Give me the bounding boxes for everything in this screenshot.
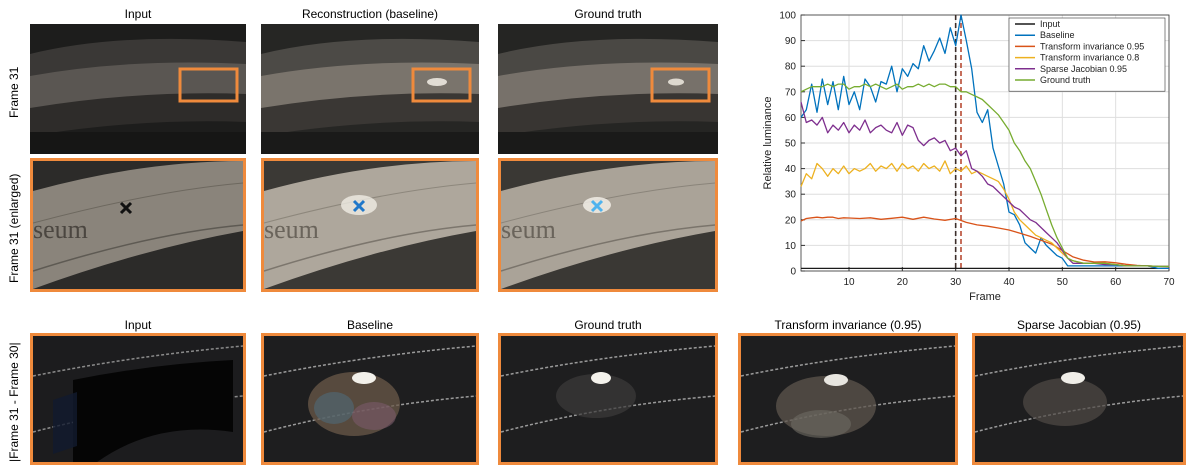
frame-31-input-image bbox=[30, 24, 246, 154]
y-tick-label: 80 bbox=[785, 62, 797, 73]
legend-entry: Baseline bbox=[1040, 30, 1075, 40]
frame-31-enlarged-baseline: seum bbox=[261, 158, 479, 292]
y-tick-label: 20 bbox=[785, 215, 797, 226]
luminance-chart: 0 10 20 30 40 50 60 70 80 90 100 10 20 30 40 50 60 70 Fram… bbox=[750, 2, 1186, 307]
bottom-title-transform-invariance: Transform invariance (0.95) bbox=[774, 318, 922, 332]
frame-31-ground-truth-image bbox=[498, 24, 718, 154]
sample-marker-input bbox=[119, 201, 133, 215]
top-title-input: Input bbox=[124, 7, 152, 21]
facade-lettering: seum bbox=[501, 215, 556, 244]
diff-sparse-jacobian-image bbox=[972, 333, 1186, 465]
y-tick-label: 90 bbox=[785, 36, 797, 47]
bottom-title-ground-truth: Ground truth bbox=[574, 318, 642, 332]
legend-box bbox=[1008, 17, 1166, 92]
series-line bbox=[800, 14, 1169, 270]
y-tick-label: 50 bbox=[785, 139, 797, 150]
row-label-frame-31: Frame 31 bbox=[7, 66, 21, 118]
y-tick-label: 0 bbox=[790, 267, 796, 278]
row-label-frame-31-enlarged: Frame 31 (enlarged) bbox=[7, 173, 21, 283]
diff-input-image bbox=[30, 333, 246, 465]
frame-31-enlarged-ground-truth: seum bbox=[498, 158, 718, 292]
bottom-title-sparse-jacobian: Sparse Jacobian (0.95) bbox=[1016, 318, 1142, 332]
x-tick-label: 20 bbox=[897, 277, 909, 288]
sample-marker-ground-truth bbox=[590, 199, 604, 213]
frame-31-baseline-image bbox=[261, 24, 479, 154]
top-title-baseline: Reconstruction (baseline) bbox=[301, 7, 439, 21]
series-line bbox=[800, 83, 1169, 268]
y-tick-label: 70 bbox=[785, 87, 797, 98]
row-label-frame-difference: |Frame 31 - Frame 30| bbox=[7, 342, 21, 462]
series-line bbox=[800, 216, 1170, 268]
legend-entry: Ground truth bbox=[1040, 75, 1091, 85]
bottom-title-input: Input bbox=[124, 318, 152, 332]
diff-baseline-image bbox=[261, 333, 479, 465]
frame-31-enlarged-input: seum bbox=[30, 158, 246, 292]
x-tick-label: 10 bbox=[843, 277, 855, 288]
bottom-title-baseline: Baseline bbox=[346, 318, 394, 332]
top-title-ground-truth: Ground truth bbox=[574, 7, 642, 21]
legend-entry: Input bbox=[1040, 19, 1061, 29]
x-tick-label: 40 bbox=[1003, 277, 1015, 288]
luminance-chart-svg: 0 10 20 30 40 50 60 70 80 90 100 10 20 30 40 50 60 70 Fram… bbox=[762, 11, 1175, 304]
series-line bbox=[800, 160, 1169, 268]
x-tick-label: 60 bbox=[1110, 277, 1122, 288]
diff-transform-invariance-image bbox=[738, 333, 958, 465]
x-axis-label: Frame bbox=[969, 291, 1001, 303]
facade-lettering: seum bbox=[264, 215, 319, 244]
x-tick-label: 50 bbox=[1057, 277, 1069, 288]
y-axis-label: Relative luminance bbox=[762, 97, 774, 190]
y-tick-label: 40 bbox=[785, 164, 797, 175]
y-tick-label: 100 bbox=[779, 11, 796, 22]
facade-lettering: seum bbox=[33, 215, 88, 244]
y-tick-label: 30 bbox=[785, 190, 797, 201]
x-tick-label: 70 bbox=[1163, 277, 1175, 288]
legend-entry: Sparse Jacobian 0.95 bbox=[1040, 64, 1127, 74]
series-line bbox=[800, 101, 1169, 268]
x-tick-label: 30 bbox=[950, 277, 962, 288]
diff-ground-truth-image bbox=[498, 333, 718, 465]
legend-entry: Transform invariance 0.95 bbox=[1040, 41, 1144, 51]
y-tick-label: 10 bbox=[785, 241, 797, 252]
legend-entry: Transform invariance 0.8 bbox=[1040, 53, 1139, 63]
y-tick-label: 60 bbox=[785, 113, 797, 124]
sample-marker-baseline bbox=[352, 199, 366, 213]
